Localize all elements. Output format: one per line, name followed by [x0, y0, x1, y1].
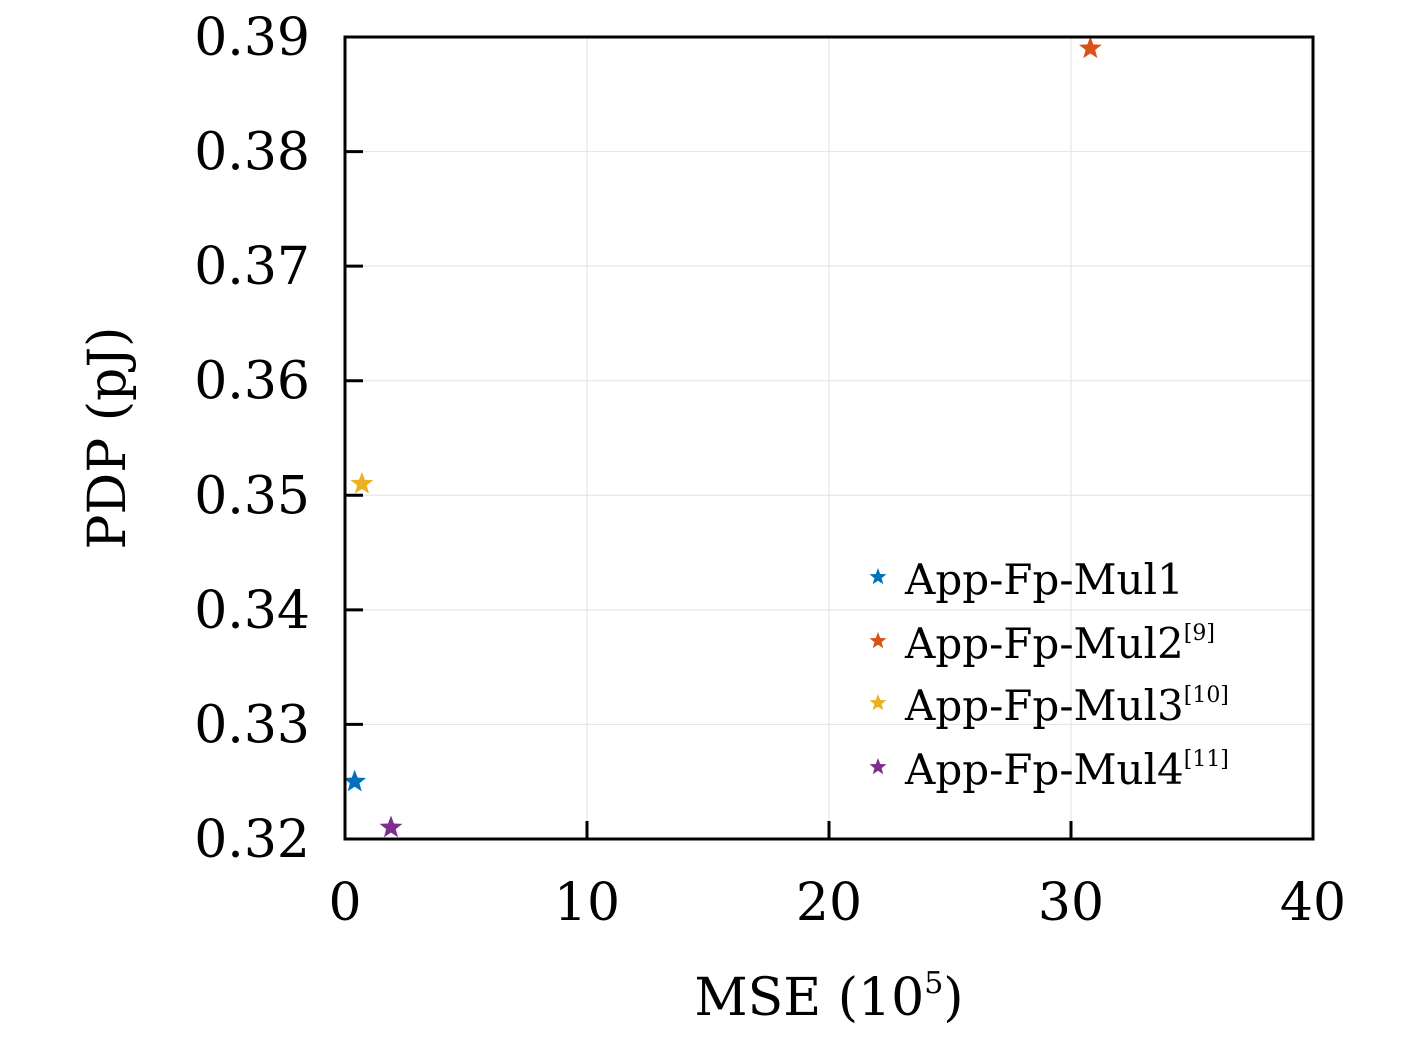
legend-entry-label: App-Fp-Mul2[9] — [904, 619, 1215, 668]
legend-marker-star — [869, 568, 887, 585]
legend: App-Fp-Mul1 App-Fp-Mul2[9] App-Fp-Mul3[10]… — [869, 555, 1229, 794]
data-point-star — [1078, 36, 1102, 59]
data-points — [343, 36, 1102, 838]
legend-marker-star — [869, 694, 887, 711]
data-point-star — [379, 815, 403, 838]
y-tick-label: 0.33 — [194, 695, 310, 755]
plot-frame — [343, 35, 1315, 841]
x-tick-label: 20 — [796, 873, 862, 933]
x-axis-label-exponent: 5 — [924, 966, 943, 1001]
legend-entry-reference: [9] — [1184, 621, 1215, 646]
legend-entry-label: App-Fp-Mul3[10] — [904, 681, 1229, 730]
y-tick-label: 0.36 — [194, 352, 310, 412]
x-tick-label: 40 — [1280, 873, 1346, 933]
x-axis-label: MSE (105) — [694, 966, 963, 1028]
y-axis-ticks: 0.32 0.33 0.34 0.35 0.36 0.37 0.38 0.39 — [194, 8, 363, 870]
y-tick-label: 0.34 — [194, 581, 310, 641]
data-point-star — [350, 471, 374, 494]
y-tick-label: 0.35 — [194, 466, 310, 526]
x-axis-label-main: MSE (10 — [694, 968, 924, 1028]
legend-entry-reference: [11] — [1184, 747, 1229, 772]
x-axis-label-suffix: ) — [943, 968, 963, 1028]
x-tick-label: 10 — [554, 873, 620, 933]
legend-marker-star — [869, 632, 887, 649]
x-tick-label: 30 — [1038, 873, 1104, 933]
y-tick-label: 0.39 — [194, 8, 310, 68]
y-tick-label: 0.32 — [194, 810, 310, 870]
legend-entry-reference: [10] — [1184, 683, 1229, 708]
x-axis-ticks: 0 10 20 30 40 — [328, 821, 1346, 933]
y-axis-label: PDP (pJ) — [78, 327, 138, 550]
grid-lines — [345, 37, 1313, 839]
y-tick-label: 0.37 — [194, 237, 310, 297]
y-tick-label: 0.38 — [194, 123, 310, 183]
legend-marker-star — [869, 758, 887, 775]
legend-entry-label: App-Fp-Mul1 — [904, 555, 1184, 604]
legend-entry-label: App-Fp-Mul4[11] — [904, 745, 1229, 794]
data-point-star — [343, 769, 367, 792]
x-tick-label: 0 — [328, 873, 361, 933]
